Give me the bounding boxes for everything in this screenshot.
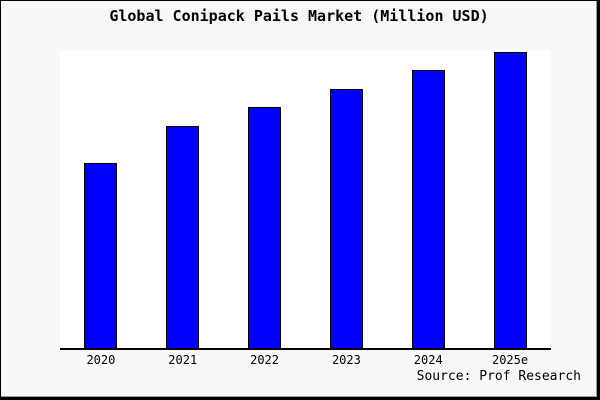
bar-slot-2021 — [142, 50, 224, 348]
bar-2021 — [166, 125, 200, 348]
x-tick-label-2020: 2020 — [86, 353, 116, 367]
bar-2023 — [329, 88, 363, 348]
bar-2024 — [411, 70, 445, 348]
x-tick-label-2023: 2023 — [331, 353, 361, 367]
bar-slot-2025e — [469, 50, 551, 348]
x-tick-label-2024: 2024 — [413, 353, 443, 367]
bar-2022 — [248, 107, 282, 348]
bar-slot-2024 — [387, 50, 469, 348]
source-credit: Source: Prof Research — [416, 369, 581, 384]
plot-area — [60, 50, 551, 350]
bar-2020 — [84, 162, 118, 348]
chart-title: Global Conipack Pails Market (Million US… — [109, 7, 489, 25]
bar-2025e — [493, 51, 527, 348]
bar-slot-2022 — [224, 50, 306, 348]
x-tick-label-2022: 2022 — [250, 353, 280, 367]
x-tick-label-2021: 2021 — [168, 353, 198, 367]
bar-slot-2020 — [60, 50, 142, 348]
bar-slot-2023 — [305, 50, 387, 348]
x-axis-tick-labels: 2020 2021 2022 2023 2024 2025e — [60, 353, 551, 367]
x-tick-label-2025e: 2025e — [491, 353, 529, 367]
bars-row — [60, 50, 551, 348]
